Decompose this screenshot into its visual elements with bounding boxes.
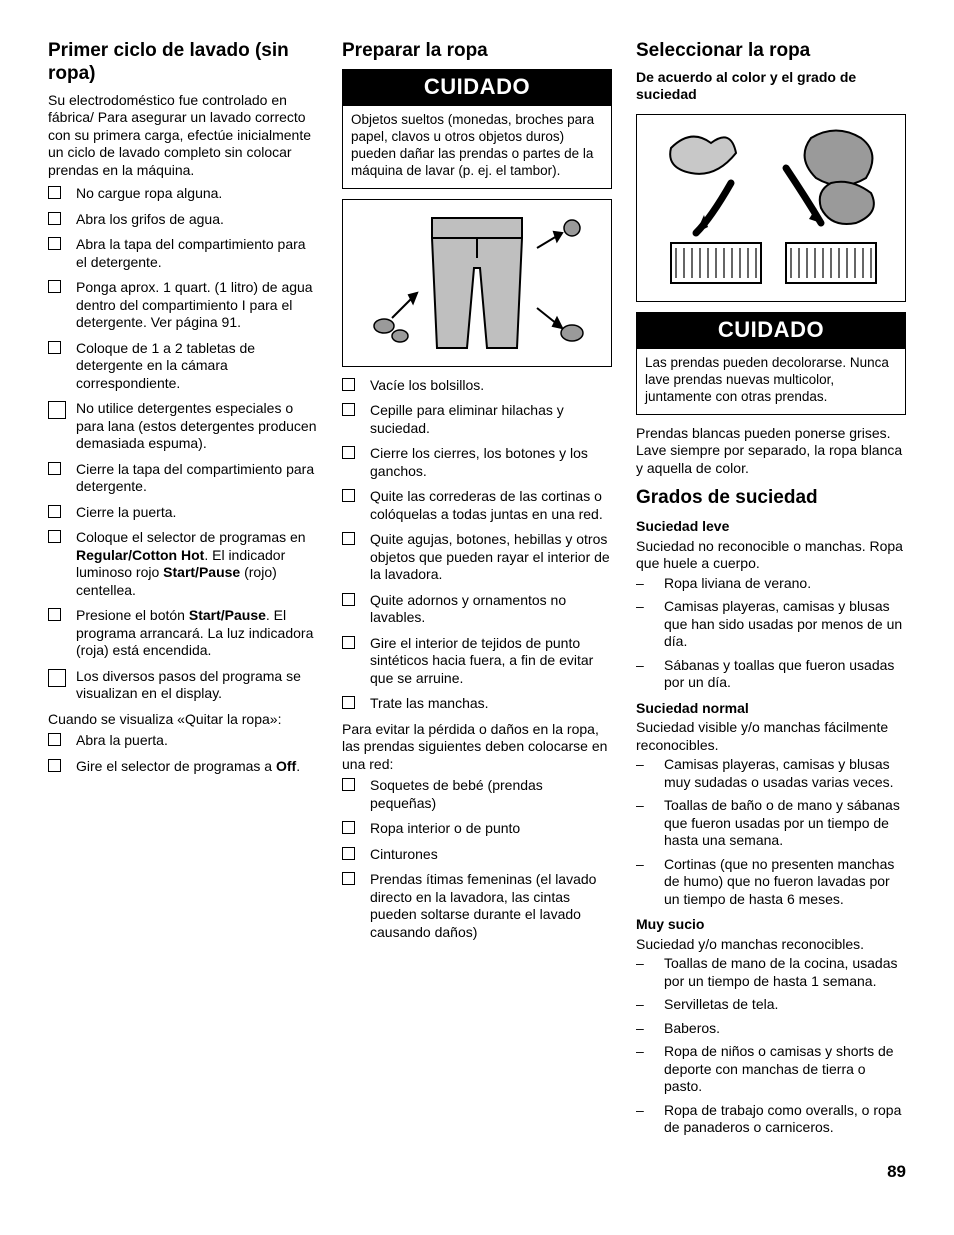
caution-box: Objetos sueltos (monedas, broches para p…: [342, 106, 612, 189]
quitar-line: Cuando se visualiza «Quitar la ropa»:: [48, 711, 318, 729]
normal-text: Suciedad visible y/o manchas fácilmente …: [636, 719, 906, 754]
checklist-preparar-2: Soquetes de bebé (prendas pequeñas) Ropa…: [342, 777, 612, 941]
illustration-pants: [342, 199, 612, 367]
check-item: Ponga aprox. 1 quart. (1 litro) de agua …: [48, 279, 318, 332]
pants-icon: [362, 208, 592, 358]
red-paragraph: Para evitar la pérdida o daños en la rop…: [342, 721, 612, 774]
check-item: Abra los grifos de agua.: [48, 211, 318, 229]
checklist-3: Abra la puerta. Gire el selector de prog…: [48, 732, 318, 775]
intro-text: Su electrodoméstico fue controlado en fá…: [48, 92, 318, 180]
dash-item: Camisas playeras, camisas y blusas que h…: [636, 598, 906, 651]
check-item: Coloque el selector de programas en Regu…: [48, 529, 318, 599]
leve-list: Ropa liviana de verano. Camisas playeras…: [636, 575, 906, 692]
check-item: Quite adornos y ornamentos no lavables.: [342, 592, 612, 627]
checklist-2: Cierre la tapa del compartimiento para d…: [48, 461, 318, 660]
column-3: Seleccionar la ropa De acuerdo al color …: [636, 40, 906, 1143]
muy-list: Toallas de mano de la cocina, usadas por…: [636, 955, 906, 1137]
check-item: Trate las manchas.: [342, 695, 612, 713]
check-item: Ropa interior o de punto: [342, 820, 612, 838]
dash-item: Camisas playeras, camisas y blusas muy s…: [636, 756, 906, 791]
check-item: Gire el interior de tejidos de punto sin…: [342, 635, 612, 688]
checklist-preparar-1: Vacíe los bolsillos. Cepille para elimin…: [342, 377, 612, 713]
sub-normal: Suciedad normal: [636, 700, 906, 718]
illustration-sorting: [636, 114, 906, 302]
check-item: Cinturones: [342, 846, 612, 864]
heading-grados: Grados de suciedad: [636, 487, 906, 510]
dash-item: Ropa liviana de verano.: [636, 575, 906, 593]
column-1: Primer ciclo de lavado (sin ropa) Su ele…: [48, 40, 318, 1143]
check-item: Cepille para eliminar hilachas y sucieda…: [342, 402, 612, 437]
caution-banner: CUIDADO: [342, 69, 612, 107]
column-2: Preparar la ropa CUIDADO Objetos sueltos…: [342, 40, 612, 1143]
check-item: Gire el selector de programas a Off.: [48, 758, 318, 776]
dash-item: Ropa de niños o camisas y shorts de depo…: [636, 1043, 906, 1096]
sorting-icon: [656, 123, 886, 293]
sub-muy: Muy sucio: [636, 916, 906, 934]
blancas-text: Prendas blancas pueden ponerse grises. L…: [636, 425, 906, 478]
normal-list: Camisas playeras, camisas y blusas muy s…: [636, 756, 906, 908]
muy-text: Suciedad y/o manchas reconocibles.: [636, 936, 906, 954]
check-item: Abra la tapa del compartimiento para el …: [48, 236, 318, 271]
checklist-1: No cargue ropa alguna. Abra los grifos d…: [48, 185, 318, 392]
check-item: Presione el botón Start/Pause. El progra…: [48, 607, 318, 660]
check-item: Coloque de 1 a 2 tabletas de detergente …: [48, 340, 318, 393]
check-item: Cierre la puerta.: [48, 504, 318, 522]
dash-item: Toallas de mano de la cocina, usadas por…: [636, 955, 906, 990]
sub-leve: Suciedad leve: [636, 518, 906, 536]
heading-primer-ciclo: Primer ciclo de lavado (sin ropa): [48, 40, 318, 86]
check-item: Quite agujas, botones, hebillas y otros …: [342, 531, 612, 584]
caution-box-2: Las prendas pueden decolorarse. Nunca la…: [636, 349, 906, 415]
heading-seleccionar: Seleccionar la ropa: [636, 40, 906, 63]
dash-item: Servilletas de tela.: [636, 996, 906, 1014]
caution-banner-2: CUIDADO: [636, 312, 906, 350]
sub-color: De acuerdo al color y el grado de sucied…: [636, 69, 906, 104]
heading-preparar: Preparar la ropa: [342, 40, 612, 63]
note-display: Los diversos pasos del programa se visua…: [48, 668, 318, 703]
dash-item: Toallas de baño o de mano y sábanas que …: [636, 797, 906, 850]
check-item: Soquetes de bebé (prendas pequeñas): [342, 777, 612, 812]
dash-item: Ropa de trabajo como overalls, o ropa de…: [636, 1102, 906, 1137]
note-detergent: No utilice detergentes especiales o para…: [48, 400, 318, 453]
leve-text: Suciedad no reconocible o manchas. Ropa …: [636, 538, 906, 573]
check-item: Abra la puerta.: [48, 732, 318, 750]
check-item: Prendas ítimas femeninas (el lavado dire…: [342, 871, 612, 941]
check-item: No cargue ropa alguna.: [48, 185, 318, 203]
check-item: Cierre la tapa del compartimiento para d…: [48, 461, 318, 496]
check-item: Quite las correderas de las cortinas o c…: [342, 488, 612, 523]
dash-item: Sábanas y toallas que fueron usadas por …: [636, 657, 906, 692]
check-item: Cierre los cierres, los botones y los ga…: [342, 445, 612, 480]
check-item: Vacíe los bolsillos.: [342, 377, 612, 395]
dash-item: Baberos.: [636, 1020, 906, 1038]
page-number: 89: [48, 1161, 906, 1182]
dash-item: Cortinas (que no presenten manchas de hu…: [636, 856, 906, 909]
